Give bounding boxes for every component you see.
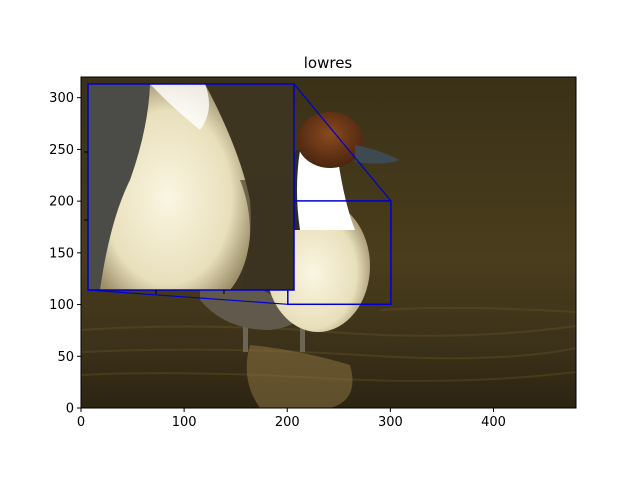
inset-zoom-image <box>88 84 294 290</box>
x-tick-label: 100 <box>172 415 197 430</box>
inset-axes <box>84 83 295 294</box>
y-axis: 0 50 100 150 200 250 300 <box>49 91 81 417</box>
x-tick-label: 300 <box>378 415 403 430</box>
y-tick-label: 50 <box>57 350 74 365</box>
y-tick-label: 100 <box>49 298 74 313</box>
x-tick-label: 400 <box>481 415 506 430</box>
x-tick-label: 200 <box>275 415 300 430</box>
inset-connector-lower <box>87 289 288 305</box>
y-tick-label: 250 <box>49 143 74 158</box>
inset-connector-upper <box>293 83 392 202</box>
inset-frame <box>87 83 295 291</box>
x-axis: 0 100 200 300 400 <box>77 408 506 430</box>
main-axes-frame <box>80 76 577 409</box>
y-tick-label: 150 <box>49 246 74 261</box>
y-tick-label: 300 <box>49 91 74 106</box>
y-tick-label: 0 <box>66 402 74 417</box>
x-tick-label: 0 <box>77 415 85 430</box>
y-tick-label: 200 <box>49 195 74 210</box>
chart-title: lowres <box>304 54 353 72</box>
